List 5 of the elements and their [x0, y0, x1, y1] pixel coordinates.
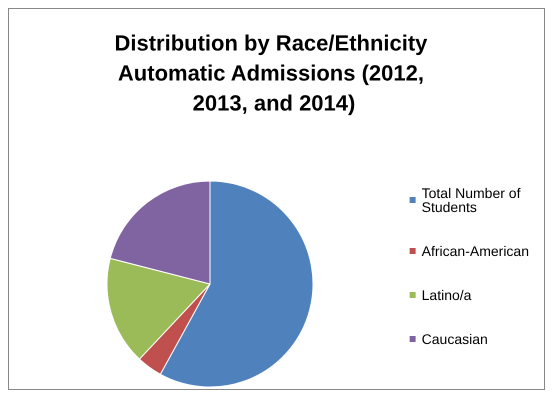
legend-label: Caucasian: [422, 331, 488, 347]
legend-label: Total Number of Students: [422, 185, 524, 215]
chart-title: Distribution by Race/Ethnicity Automatic Admissions (2012, 2013, and 2014): [114, 30, 434, 116]
legend-label: African-American: [422, 243, 530, 259]
legend-label: Latino/a: [422, 287, 472, 303]
